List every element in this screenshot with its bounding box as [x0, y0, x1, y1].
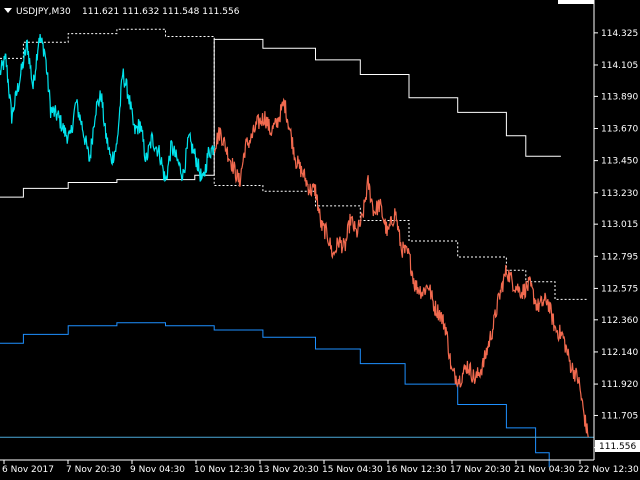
- time-tick-label: 10 Nov 12:30: [194, 465, 255, 475]
- time-tick-label: 13 Nov 20:30: [258, 465, 319, 475]
- price-tick-label: 114.325: [601, 29, 638, 39]
- current-price-box: [595, 440, 640, 452]
- symbol-label: USDJPY,M30: [16, 7, 71, 17]
- price-tick-label: 111.920: [601, 380, 638, 390]
- history-price-series: [0, 34, 215, 183]
- price-tick-label: 112.575: [601, 284, 638, 294]
- time-tick-label: 9 Nov 04:30: [130, 465, 185, 475]
- ohlc-label: 111.621 111.632 111.548 111.556: [82, 7, 240, 17]
- price-tick-label: 113.230: [601, 189, 638, 199]
- price-tick-label: 113.670: [601, 125, 638, 135]
- upper-band-line: [0, 38, 561, 198]
- price-tick-label: 113.890: [601, 92, 638, 102]
- current-price-marker: 111.556: [595, 440, 640, 452]
- price-tick-label: 114.105: [601, 61, 638, 71]
- price-tick-label: 112.360: [601, 316, 638, 326]
- price-tick-label: 113.015: [601, 220, 638, 230]
- time-tick-label: 16 Nov 12:30: [386, 465, 447, 475]
- time-tick-label: 22 Nov 12:30: [578, 465, 639, 475]
- current-price-label: 111.556: [599, 442, 636, 452]
- time-tick-label: 21 Nov 04:30: [514, 465, 575, 475]
- price-axis[interactable]: 114.325 114.105 113.890 113.670 113.450 113.2…: [593, 0, 638, 460]
- price-tick-label: 111.705: [601, 411, 638, 421]
- chart-header: USDJPY,M30 111.621 111.632 111.548 111.5…: [4, 7, 240, 17]
- scroll-marker: [558, 0, 594, 4]
- time-tick-label: 17 Nov 20:30: [450, 465, 511, 475]
- time-tick-label: 6 Nov 2017: [2, 465, 54, 475]
- upper-band-dotted-line: [0, 28, 589, 300]
- time-axis[interactable]: 6 Nov 2017 7 Nov 20:30 9 Nov 04:30 10 Nov 1…: [0, 459, 639, 475]
- price-tick-label: 112.795: [601, 252, 638, 262]
- lower-band-line: [0, 322, 550, 468]
- forecast-price-series: [213, 97, 589, 438]
- time-tick-label: 7 Nov 20:30: [66, 465, 121, 475]
- triangle-down-icon[interactable]: [4, 8, 12, 13]
- time-tick-label: 15 Nov 04:30: [322, 465, 383, 475]
- price-tick-label: 112.140: [601, 348, 638, 358]
- price-tick-label: 113.450: [601, 157, 638, 167]
- plot-area[interactable]: [0, 0, 594, 468]
